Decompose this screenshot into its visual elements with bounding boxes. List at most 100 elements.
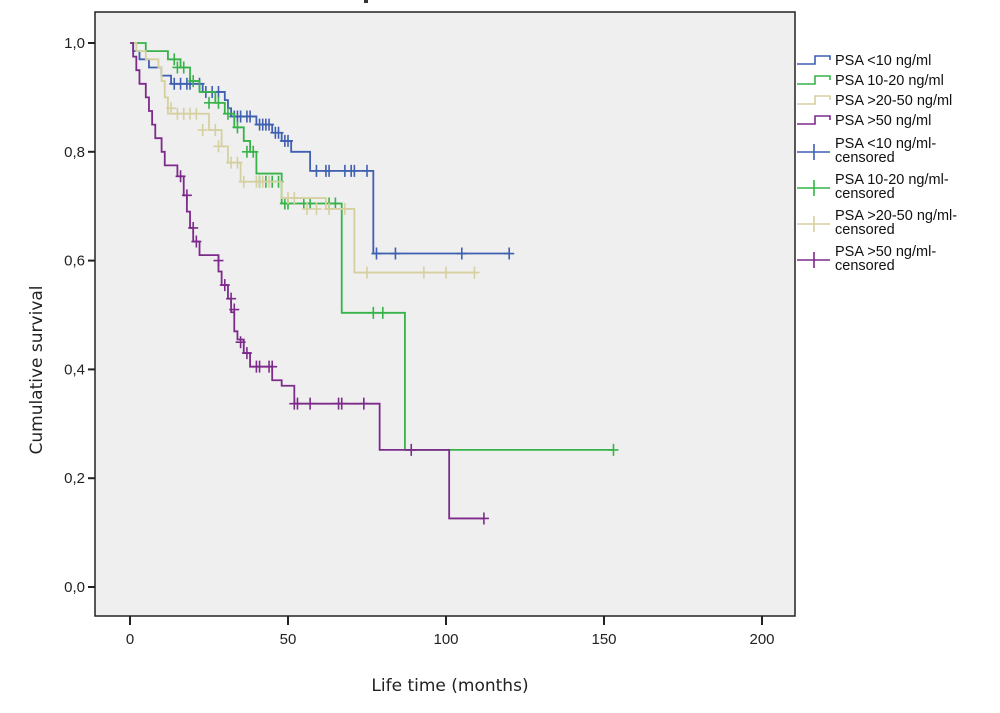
censor-mark bbox=[336, 397, 347, 410]
series-layer bbox=[130, 42, 619, 525]
series-2 bbox=[130, 42, 480, 279]
censor-mark bbox=[238, 175, 249, 188]
legend-item: PSA >50 ng/ml-censored bbox=[797, 244, 936, 274]
censor-mark bbox=[368, 306, 379, 319]
censor-mark bbox=[188, 75, 199, 88]
legend-label: PSA >20-50 ng/ml- bbox=[835, 208, 957, 224]
censor-mark bbox=[191, 235, 202, 248]
legend-item: PSA <10 ng/ml bbox=[797, 53, 931, 69]
x-tick-label: 100 bbox=[433, 631, 458, 648]
censor-mark bbox=[371, 247, 382, 260]
legend: PSA <10 ng/ml PSA 10-20 ng/ml PSA >20-50 n… bbox=[797, 53, 957, 274]
censor-mark bbox=[311, 202, 322, 215]
x-tick-label: 0 bbox=[126, 631, 134, 648]
legend-label: PSA >50 ng/ml bbox=[835, 113, 931, 129]
censor-mark bbox=[222, 107, 233, 120]
legend-item: PSA <10 ng/ml-censored bbox=[797, 136, 936, 166]
legend-cross-swatch bbox=[797, 216, 830, 232]
x-tick-label: 50 bbox=[280, 631, 297, 648]
legend-label-line2: censored bbox=[835, 258, 895, 274]
plot-area bbox=[94, 11, 796, 617]
title-fragment bbox=[364, 0, 368, 3]
x-axis-title: Life time (months) bbox=[371, 676, 528, 696]
legend-label: PSA >50 ng/ml- bbox=[835, 244, 936, 260]
censor-mark bbox=[264, 175, 275, 188]
censor-mark bbox=[213, 254, 224, 267]
legend-cross-swatch bbox=[797, 180, 830, 196]
censor-mark bbox=[441, 266, 451, 279]
legend-cross-swatch bbox=[797, 144, 830, 160]
censor-mark bbox=[213, 140, 224, 153]
censor-mark bbox=[254, 360, 265, 373]
censor-mark bbox=[264, 118, 275, 131]
censor-mark bbox=[181, 189, 192, 202]
legend-label: PSA >20-50 ng/ml bbox=[835, 93, 952, 109]
legend-label-line2: censored bbox=[835, 222, 895, 238]
y-tick-label: 0,6 bbox=[64, 253, 85, 270]
legend-item: PSA >20-50 ng/ml bbox=[797, 93, 952, 109]
censor-mark bbox=[311, 164, 322, 177]
censor-mark bbox=[175, 170, 186, 183]
series-3 bbox=[130, 42, 489, 525]
censor-mark bbox=[229, 303, 240, 316]
censor-mark bbox=[377, 306, 388, 319]
censor-mark bbox=[324, 202, 335, 215]
legend-label: PSA <10 ng/ml bbox=[835, 53, 931, 69]
censor-mark bbox=[283, 134, 293, 147]
censor-mark bbox=[289, 192, 300, 205]
legend-item: PSA >20-50 ng/ml-censored bbox=[797, 208, 957, 238]
censor-mark bbox=[197, 124, 208, 137]
x-tick-label: 200 bbox=[749, 631, 774, 648]
censor-mark bbox=[339, 202, 350, 215]
y-tick-label: 0,0 bbox=[64, 579, 85, 596]
legend-item: PSA 10-20 ng/ml-censored bbox=[797, 172, 949, 202]
censor-mark bbox=[188, 221, 199, 234]
censor-mark bbox=[349, 164, 360, 177]
legend-label: PSA <10 ng/ml- bbox=[835, 136, 936, 152]
y-tick-label: 0,8 bbox=[64, 144, 85, 161]
censor-mark bbox=[362, 266, 372, 279]
legend-item: PSA 10-20 ng/ml bbox=[797, 73, 944, 89]
censor-mark bbox=[456, 247, 467, 260]
censor-mark bbox=[219, 279, 230, 292]
censor-mark bbox=[504, 247, 515, 260]
censor-mark bbox=[232, 121, 243, 134]
legend-step-swatch bbox=[797, 95, 831, 105]
legend-label: PSA 10-20 ng/ml- bbox=[835, 172, 949, 188]
legend-label: PSA 10-20 ng/ml bbox=[835, 73, 944, 89]
y-tick-label: 1,0 bbox=[64, 35, 85, 52]
y-axis-title: Cumulative survival bbox=[27, 285, 47, 454]
censor-mark bbox=[226, 292, 237, 305]
y-tick-label: 0,2 bbox=[64, 470, 85, 487]
censor-mark bbox=[478, 512, 489, 525]
legend-label-line2: censored bbox=[835, 150, 895, 166]
censor-mark bbox=[418, 266, 429, 279]
legend-label-line2: censored bbox=[835, 186, 895, 202]
censor-mark bbox=[267, 360, 278, 373]
legend-cross-swatch bbox=[797, 252, 830, 268]
censor-mark bbox=[324, 164, 335, 177]
censor-mark bbox=[204, 96, 214, 109]
censor-mark bbox=[362, 164, 372, 177]
censor-mark bbox=[608, 443, 619, 456]
legend-item: PSA >50 ng/ml bbox=[797, 113, 931, 129]
censor-mark bbox=[292, 397, 303, 410]
censor-mark bbox=[358, 397, 369, 410]
x-axis: 0 50 100 150 200 bbox=[126, 616, 775, 648]
censor-mark bbox=[178, 61, 189, 74]
censor-mark bbox=[232, 156, 243, 169]
censor-mark bbox=[330, 197, 341, 210]
censor-mark bbox=[301, 202, 312, 215]
censor-mark bbox=[273, 126, 284, 139]
legend-step-swatch bbox=[797, 115, 831, 125]
survival-curve bbox=[130, 42, 510, 255]
censor-mark bbox=[245, 110, 256, 123]
censor-mark bbox=[248, 145, 259, 158]
y-axis: 0,0 0,2 0,4 0,6 0,8 1,0 bbox=[64, 35, 95, 596]
censor-mark bbox=[166, 102, 177, 115]
y-tick-label: 0,4 bbox=[64, 361, 85, 378]
censor-mark bbox=[191, 107, 202, 120]
censor-mark bbox=[406, 443, 417, 456]
legend-step-swatch bbox=[797, 75, 831, 85]
